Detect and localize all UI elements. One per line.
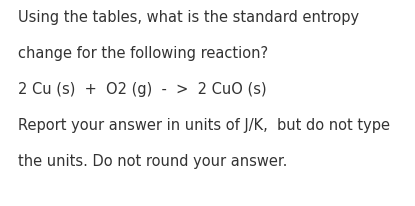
Text: 2 Cu (s)  +  O2 (g)  -  >  2 CuO (s): 2 Cu (s) + O2 (g) - > 2 CuO (s): [18, 82, 266, 97]
Text: Report your answer in units of J/K,  but do not type: Report your answer in units of J/K, but …: [18, 117, 390, 132]
Text: Using the tables, what is the standard entropy: Using the tables, what is the standard e…: [18, 10, 359, 25]
Text: change for the following reaction?: change for the following reaction?: [18, 46, 268, 61]
Text: the units. Do not round your answer.: the units. Do not round your answer.: [18, 153, 287, 168]
